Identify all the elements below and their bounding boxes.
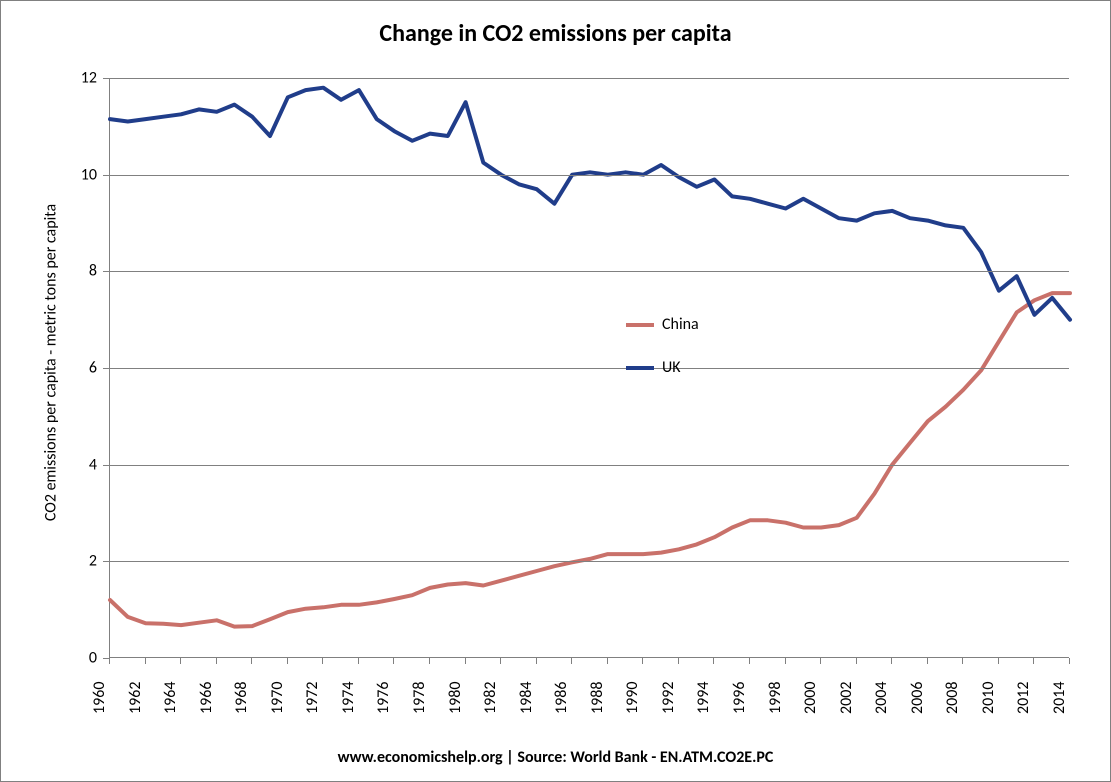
x-tick-mark (322, 658, 323, 664)
y-tick-label: 8 (57, 262, 97, 281)
x-tick-mark (1069, 658, 1070, 664)
x-tick-label: 1998 (766, 682, 785, 742)
x-tick-label: 1964 (161, 682, 180, 742)
x-tick-label: 1978 (410, 682, 429, 742)
x-tick-mark (465, 658, 466, 664)
x-tick-mark (820, 658, 821, 664)
x-tick-label: 1976 (374, 682, 393, 742)
x-tick-mark (393, 658, 394, 664)
chart-title: Change in CO2 emissions per capita (1, 19, 1110, 48)
x-tick-mark (998, 658, 999, 664)
x-tick-label: 1982 (481, 682, 500, 742)
gridline-horizontal (110, 368, 1069, 369)
y-tick-mark (103, 368, 109, 369)
x-tick-mark (180, 658, 181, 664)
x-tick-mark (891, 658, 892, 664)
x-tick-label: 1994 (694, 682, 713, 742)
y-tick-label: 6 (57, 359, 97, 378)
legend-swatch (626, 366, 654, 370)
gridline-horizontal (110, 78, 1069, 79)
x-tick-label: 1962 (126, 682, 145, 742)
x-tick-mark (785, 658, 786, 664)
y-tick-label: 4 (57, 455, 97, 474)
gridline-horizontal (110, 561, 1069, 562)
y-tick-mark (103, 271, 109, 272)
x-tick-mark (109, 658, 110, 664)
x-tick-mark (287, 658, 288, 664)
x-tick-label: 1992 (659, 682, 678, 742)
x-tick-label: 1972 (303, 682, 322, 742)
x-tick-label: 1984 (517, 682, 536, 742)
series-line-china (110, 293, 1070, 626)
x-tick-label: 2008 (943, 682, 962, 742)
x-tick-label: 1968 (232, 682, 251, 742)
x-tick-label: 1988 (588, 682, 607, 742)
legend: China UK (626, 315, 699, 401)
x-tick-mark (749, 658, 750, 664)
x-tick-mark (500, 658, 501, 664)
x-tick-label: 2014 (1050, 682, 1069, 742)
x-tick-mark (145, 658, 146, 664)
x-tick-mark (678, 658, 679, 664)
gridline-horizontal (110, 175, 1069, 176)
x-tick-label: 1996 (730, 682, 749, 742)
gridline-horizontal (110, 465, 1069, 466)
x-tick-label: 2004 (872, 682, 891, 742)
x-tick-mark (358, 658, 359, 664)
x-tick-mark (962, 658, 963, 664)
x-axis-caption: www.economicshelp.org | Source: World Ba… (1, 748, 1110, 767)
x-tick-mark (927, 658, 928, 664)
x-tick-label: 1974 (339, 682, 358, 742)
y-tick-mark (103, 175, 109, 176)
x-tick-label: 1986 (552, 682, 571, 742)
x-tick-label: 2010 (979, 682, 998, 742)
x-tick-mark (713, 658, 714, 664)
plot-area (109, 78, 1069, 658)
y-tick-label: 2 (57, 552, 97, 571)
x-tick-label: 1970 (268, 682, 287, 742)
legend-item: UK (626, 358, 699, 377)
x-tick-mark (429, 658, 430, 664)
x-tick-mark (571, 658, 572, 664)
y-tick-mark (103, 78, 109, 79)
legend-swatch (626, 323, 654, 327)
x-tick-label: 2000 (801, 682, 820, 742)
y-tick-mark (103, 561, 109, 562)
x-tick-mark (1033, 658, 1034, 664)
x-tick-label: 2012 (1014, 682, 1033, 742)
y-tick-label: 12 (57, 69, 97, 88)
x-tick-label: 1980 (446, 682, 465, 742)
gridline-horizontal (110, 271, 1069, 272)
legend-label: UK (662, 358, 681, 377)
x-tick-label: 2006 (908, 682, 927, 742)
x-tick-mark (216, 658, 217, 664)
y-tick-label: 10 (57, 165, 97, 184)
x-tick-label: 1960 (90, 682, 109, 742)
chart-container: Change in CO2 emissions per capita CO2 e… (0, 0, 1111, 782)
legend-label: China (662, 315, 699, 334)
y-tick-mark (103, 465, 109, 466)
x-tick-mark (642, 658, 643, 664)
x-tick-mark (251, 658, 252, 664)
y-tick-label: 0 (57, 649, 97, 668)
x-tick-mark (607, 658, 608, 664)
series-line-uk (110, 88, 1070, 320)
x-tick-label: 2002 (837, 682, 856, 742)
x-tick-mark (856, 658, 857, 664)
x-tick-label: 1990 (623, 682, 642, 742)
x-tick-mark (536, 658, 537, 664)
x-tick-label: 1966 (197, 682, 216, 742)
legend-item: China (626, 315, 699, 334)
